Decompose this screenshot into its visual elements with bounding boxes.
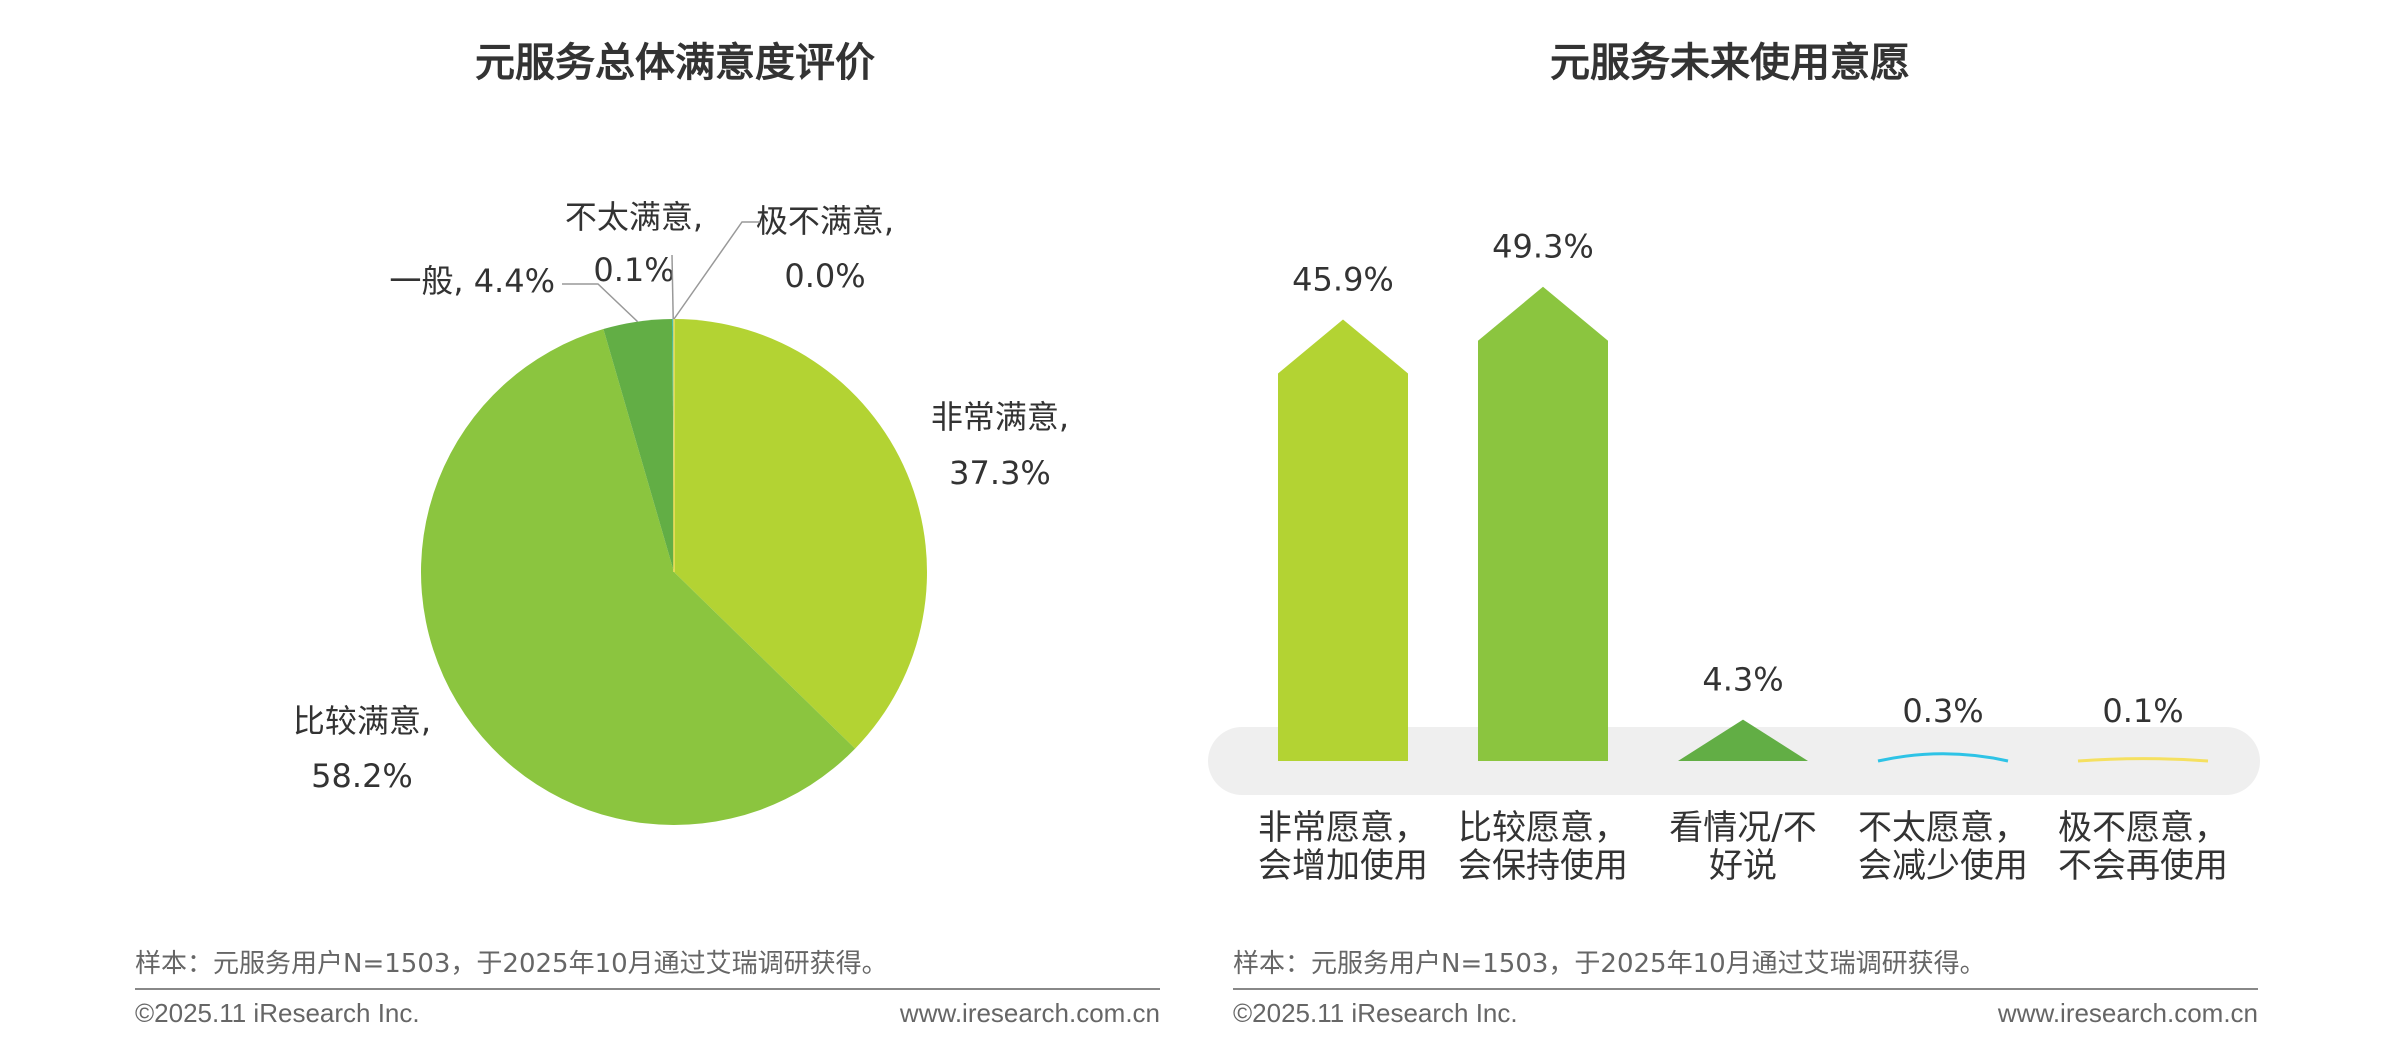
bar-value-label: 0.3% [1902, 692, 1983, 730]
copyright-right: ©2025.11 iResearch Inc. [1233, 998, 1518, 1028]
bar-value-label: 4.3% [1702, 661, 1783, 699]
pie-slice-label: 不太满意, [565, 198, 703, 236]
bar-category-label: 看情况/不 [1669, 808, 1816, 848]
bar-arrow [1478, 286, 1608, 761]
bar-arrow [1278, 319, 1408, 761]
bar-value-label: 0.1% [2102, 692, 2183, 730]
bar-category-label: 极不愿意， [2058, 808, 2228, 848]
pie-slice-label: 比较满意, [293, 702, 431, 740]
pie-slice-label: 非常满意, [931, 398, 1069, 436]
pie-slice-label: 一般, 4.4% [389, 262, 555, 300]
pie-slice-label: 极不满意, [756, 202, 894, 240]
bar-category-label: 比较愿意， [1458, 808, 1628, 848]
bar-arrow [1877, 752, 2009, 763]
pie-slice [603, 319, 674, 572]
bar-category-label: 会减少使用 [1858, 846, 2028, 886]
copyright-left: ©2025.11 iResearch Inc. [135, 998, 420, 1028]
bar-chart-title: 元服务未来使用意愿 [1550, 40, 1910, 86]
bar-category-label: 非常愿意， [1258, 808, 1428, 848]
website-left: www.iresearch.com.cn [899, 998, 1160, 1028]
pie-chart-title: 元服务总体满意度评价 [475, 40, 875, 86]
leader-line [671, 254, 674, 320]
bar-arrow [2077, 757, 2209, 763]
bar-value-label: 45.9% [1292, 260, 1394, 298]
pie-slice-value: 58.2% [311, 757, 413, 795]
leader-line [562, 283, 639, 323]
bar-category-label: 不会再使用 [2058, 846, 2228, 886]
leader-line [673, 221, 760, 320]
bar-value-label: 49.3% [1492, 228, 1594, 266]
charts-canvas: 非常满意, 37.3% 比较满意, 58.2% 一般, 4.4% 不太满意, 0.1% 极不满… [293, 198, 2260, 886]
bar-category-label: 不太愿意， [1858, 808, 2028, 848]
footer-divider-right [1233, 988, 2258, 990]
pie-slice-value: 37.3% [949, 454, 1051, 492]
footer-divider-left [135, 988, 1160, 990]
bar-category-label: 好说 [1709, 846, 1777, 886]
website-right: www.iresearch.com.cn [1997, 998, 2258, 1028]
sample-note-left: 样本：元服务用户N=1503，于2025年10月通过艾瑞调研获得。 [135, 949, 888, 979]
pie-slice-value: 0.0% [784, 257, 865, 295]
pie-slice [421, 329, 856, 825]
pie-slice-value: 0.1% [593, 251, 674, 289]
sample-note-right: 样本：元服务用户N=1503，于2025年10月通过艾瑞调研获得。 [1233, 949, 1986, 979]
bar-arrow [1678, 719, 1808, 761]
bar-category-label: 会增加使用 [1258, 846, 1428, 886]
pie-slice [674, 319, 928, 749]
bar-category-label: 会保持使用 [1458, 846, 1628, 886]
